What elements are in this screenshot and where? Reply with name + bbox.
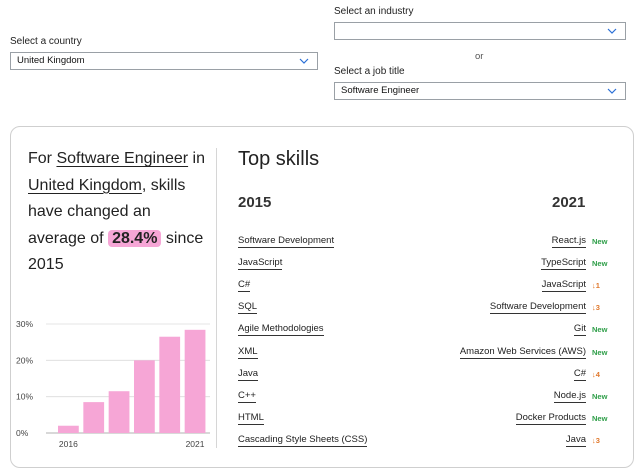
y-tick-label: 0% bbox=[16, 428, 29, 438]
skill-2021-item[interactable]: Git bbox=[573, 323, 586, 337]
skill-2015-item[interactable]: Cascading Style Sheets (CSS) bbox=[238, 433, 368, 447]
skill-2015-item[interactable]: Software Development bbox=[238, 235, 335, 248]
chart-bar bbox=[108, 391, 130, 433]
skill-2015-item[interactable]: HTML bbox=[238, 411, 264, 425]
job-title-select[interactable]: Software Engineer bbox=[334, 82, 626, 100]
skills-summary: For Software Engineer in United Kingdom,… bbox=[28, 146, 208, 279]
y-tick-label: 30% bbox=[16, 319, 33, 329]
x-tick-label: 2016 bbox=[59, 439, 78, 449]
chart-bar bbox=[83, 402, 105, 433]
skill-2021-item[interactable]: React.js bbox=[551, 235, 586, 248]
summary-middle: , skills have changed an average of bbox=[28, 176, 186, 247]
year-to: 2021 bbox=[552, 194, 586, 211]
skill-2021-item[interactable]: Amazon Web Services (AWS) bbox=[459, 345, 586, 359]
chevron-down-icon bbox=[299, 58, 309, 64]
skill-2021-item[interactable]: Docker Products bbox=[515, 411, 586, 425]
rank-change-badge: ↓4 bbox=[592, 369, 600, 379]
skill-2015-item[interactable]: C++ bbox=[238, 389, 256, 403]
country-value: United Kingdom bbox=[17, 55, 85, 66]
summary-for: For bbox=[28, 150, 52, 167]
rank-change-badge: ↓3 bbox=[592, 435, 600, 445]
skill-2021-item[interactable]: TypeScript bbox=[541, 257, 586, 271]
new-badge: New bbox=[592, 347, 608, 357]
rank-change-badge: ↓1 bbox=[592, 281, 600, 291]
new-badge: New bbox=[592, 237, 608, 246]
new-badge: New bbox=[592, 325, 608, 335]
skill-2021-item[interactable]: Node.js bbox=[553, 389, 586, 403]
chart-bar bbox=[159, 336, 181, 433]
y-tick-label: 10% bbox=[16, 392, 33, 402]
skill-2021-item[interactable]: JavaScript bbox=[541, 279, 586, 293]
new-badge: New bbox=[592, 259, 608, 269]
rank-change-badge: ↓3 bbox=[592, 303, 600, 313]
percent-badge: 28.4% bbox=[108, 229, 162, 247]
skill-2015-item[interactable]: SQL bbox=[238, 301, 258, 315]
skill-2021-item[interactable]: Software Development bbox=[489, 301, 586, 315]
chevron-down-icon bbox=[607, 28, 617, 34]
skills-change-chart: 0% 10% 20% 30% 2016 2021 bbox=[16, 319, 210, 449]
summary-job-title-link[interactable]: Software Engineer bbox=[56, 150, 189, 167]
country-select[interactable]: United Kingdom bbox=[10, 52, 318, 70]
summary-since: since 2015 bbox=[28, 229, 204, 274]
skill-2021-item[interactable]: Java bbox=[565, 433, 586, 447]
top-skills-title: Top skills bbox=[238, 148, 320, 170]
chart-bar bbox=[184, 329, 206, 433]
year-from: 2015 bbox=[238, 194, 272, 211]
new-badge: New bbox=[592, 391, 608, 401]
card-divider bbox=[216, 148, 217, 448]
x-tick-label: 2021 bbox=[186, 439, 205, 449]
industry-select[interactable] bbox=[334, 22, 626, 40]
skill-2015-item[interactable]: Java bbox=[238, 367, 259, 381]
job-title-label: Select a job title bbox=[334, 66, 405, 77]
or-separator: or bbox=[475, 51, 484, 62]
y-tick-label: 20% bbox=[16, 355, 33, 365]
skill-2015-item[interactable]: JavaScript bbox=[238, 257, 283, 271]
summary-in: in bbox=[192, 150, 205, 167]
new-badge: New bbox=[592, 413, 608, 423]
industry-label: Select an industry bbox=[334, 6, 414, 17]
job-title-value: Software Engineer bbox=[341, 85, 420, 96]
skill-2015-item[interactable]: Agile Methodologies bbox=[238, 323, 324, 337]
skill-2015-item[interactable]: XML bbox=[238, 345, 258, 359]
chevron-down-icon bbox=[607, 88, 617, 94]
summary-country-link[interactable]: United Kingdom bbox=[28, 176, 142, 194]
chart-bar bbox=[58, 425, 79, 433]
skill-2015-item[interactable]: C# bbox=[238, 279, 251, 293]
chart-bar bbox=[134, 360, 155, 433]
skill-2021-item[interactable]: C# bbox=[573, 367, 586, 381]
country-label: Select a country bbox=[10, 36, 82, 47]
